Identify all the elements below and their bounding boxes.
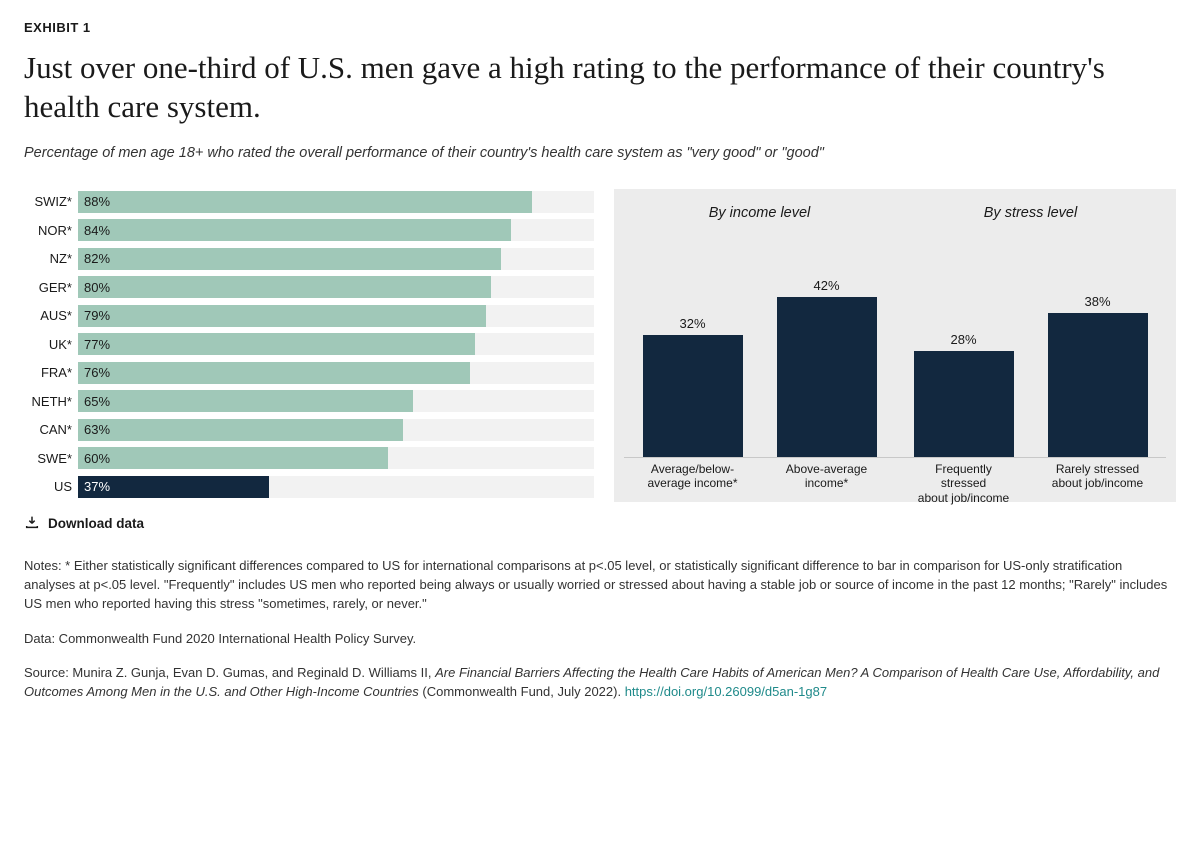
hbar-fill: 84% bbox=[78, 219, 511, 241]
hbar-track: 84% bbox=[78, 219, 594, 241]
vertical-bar-group: By income level 32% 42% Average/below-avera… bbox=[624, 205, 895, 493]
hbar-country-label: GER* bbox=[24, 280, 78, 295]
hbar-country-label: NOR* bbox=[24, 223, 78, 238]
hbar-fill: 80% bbox=[78, 276, 491, 298]
vbar-category-label: Average/below-average income* bbox=[643, 462, 743, 492]
hbar-row: NETH*65% bbox=[24, 388, 594, 415]
side-panel: By income level 32% 42% Average/below-avera… bbox=[614, 189, 1176, 503]
vbar-value-label: 28% bbox=[950, 332, 976, 347]
vbar-fill bbox=[914, 351, 1014, 457]
hbar-row: UK*77% bbox=[24, 331, 594, 358]
subtitle: Percentage of men age 18+ who rated the … bbox=[24, 145, 1176, 161]
source-suffix: (Commonwealth Fund, July 2022). bbox=[419, 684, 625, 699]
hbar-track: 77% bbox=[78, 333, 594, 355]
hbar-track: 80% bbox=[78, 276, 594, 298]
vbar-column: 28% bbox=[914, 332, 1014, 457]
vgroup-title: By stress level bbox=[895, 205, 1166, 221]
hbar-country-label: NETH* bbox=[24, 394, 78, 409]
hbar-fill: 76% bbox=[78, 362, 470, 384]
hbar-row: US37% bbox=[24, 474, 594, 501]
source-citation: Source: Munira Z. Gunja, Evan D. Gumas, … bbox=[24, 664, 1176, 702]
vbar-category-label: Rarely stressedabout job/income bbox=[1048, 462, 1148, 492]
hbar-fill: 82% bbox=[78, 248, 501, 270]
hbar-country-label: CAN* bbox=[24, 422, 78, 437]
hbar-track: 37% bbox=[78, 476, 594, 498]
hbar-row: AUS*79% bbox=[24, 303, 594, 330]
hbar-row: SWIZ*88% bbox=[24, 189, 594, 216]
horizontal-bar-chart: SWIZ*88%NOR*84%NZ*82%GER*80%AUS*79%UK*77… bbox=[24, 189, 594, 503]
vbar-value-label: 38% bbox=[1084, 294, 1110, 309]
hbar-row: SWE*60% bbox=[24, 445, 594, 472]
vbar-category-label: Above-averageincome* bbox=[777, 462, 877, 492]
hbar-row: FRA*76% bbox=[24, 360, 594, 387]
download-data-button[interactable]: Download data bbox=[24, 514, 1176, 533]
charts-row: SWIZ*88%NOR*84%NZ*82%GER*80%AUS*79%UK*77… bbox=[24, 189, 1176, 503]
vbar-labels-row: Frequently stressedabout job/income Rarel… bbox=[895, 458, 1166, 492]
notes-text: Notes: * Either statistically significan… bbox=[24, 557, 1176, 614]
hbar-fill: 63% bbox=[78, 419, 403, 441]
hbar-row: CAN*63% bbox=[24, 417, 594, 444]
vbar-fill bbox=[643, 335, 743, 457]
vbar-column: 38% bbox=[1048, 294, 1148, 457]
hbar-fill: 88% bbox=[78, 191, 532, 213]
vbars-area: 32% 42% bbox=[624, 227, 895, 459]
data-source-line: Data: Commonwealth Fund 2020 Internation… bbox=[24, 630, 1176, 649]
hbar-country-label: FRA* bbox=[24, 365, 78, 380]
source-prefix: Source: Munira Z. Gunja, Evan D. Gumas, … bbox=[24, 665, 435, 680]
hbar-fill: 37% bbox=[78, 476, 269, 498]
exhibit-label: EXHIBIT 1 bbox=[24, 20, 1176, 35]
vbar-fill bbox=[777, 297, 877, 457]
hbar-row: NZ*82% bbox=[24, 246, 594, 273]
hbar-country-label: SWIZ* bbox=[24, 194, 78, 209]
hbar-track: 60% bbox=[78, 447, 594, 469]
download-icon bbox=[24, 514, 40, 533]
hbar-country-label: UK* bbox=[24, 337, 78, 352]
vbar-column: 42% bbox=[777, 278, 877, 457]
hbar-country-label: AUS* bbox=[24, 308, 78, 323]
hbar-track: 65% bbox=[78, 390, 594, 412]
hbar-track: 88% bbox=[78, 191, 594, 213]
hbar-track: 79% bbox=[78, 305, 594, 327]
vbars-area: 28% 38% bbox=[895, 227, 1166, 459]
vbar-fill bbox=[1048, 313, 1148, 457]
hbar-fill: 60% bbox=[78, 447, 388, 469]
hbar-country-label: US bbox=[24, 479, 78, 494]
vgroup-title: By income level bbox=[624, 205, 895, 221]
hbar-track: 76% bbox=[78, 362, 594, 384]
hbar-fill: 65% bbox=[78, 390, 413, 412]
hbar-fill: 77% bbox=[78, 333, 475, 355]
vbar-column: 32% bbox=[643, 316, 743, 457]
hbar-row: GER*80% bbox=[24, 274, 594, 301]
source-doi-link[interactable]: https://doi.org/10.26099/d5an-1g87 bbox=[625, 684, 827, 699]
hbar-fill: 79% bbox=[78, 305, 486, 327]
page-title: Just over one-third of U.S. men gave a h… bbox=[24, 49, 1144, 127]
hbar-row: NOR*84% bbox=[24, 217, 594, 244]
hbar-track: 82% bbox=[78, 248, 594, 270]
vbar-labels-row: Average/below-average income* Above-avera… bbox=[624, 458, 895, 492]
vbar-value-label: 32% bbox=[679, 316, 705, 331]
vbar-category-label: Frequently stressedabout job/income bbox=[914, 462, 1014, 492]
download-label: Download data bbox=[48, 516, 144, 531]
vbar-value-label: 42% bbox=[813, 278, 839, 293]
hbar-track: 63% bbox=[78, 419, 594, 441]
hbar-country-label: NZ* bbox=[24, 251, 78, 266]
vertical-bar-group: By stress level 28% 38% Frequently stressed… bbox=[895, 205, 1166, 493]
hbar-country-label: SWE* bbox=[24, 451, 78, 466]
